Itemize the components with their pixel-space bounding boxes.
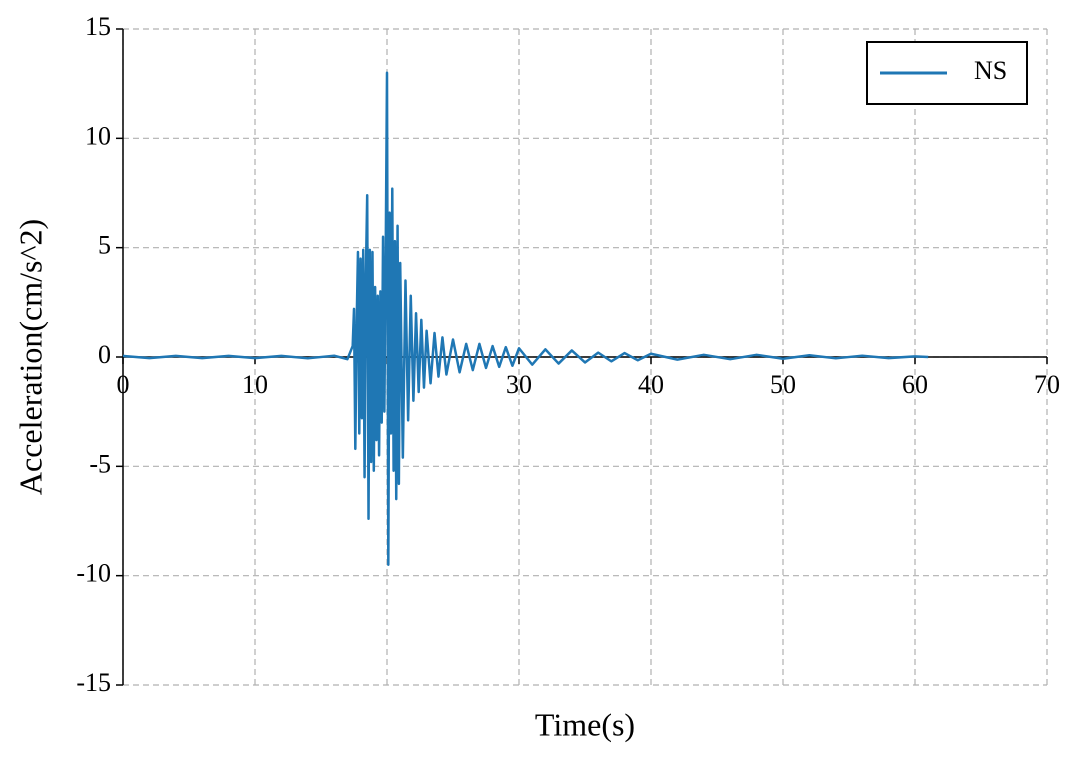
x-tick-label: 30 [506, 370, 532, 399]
x-tick-label: 10 [242, 370, 268, 399]
x-tick-label: 70 [1034, 370, 1060, 399]
x-axis-label: Time(s) [535, 706, 635, 742]
y-tick-label: -10 [76, 559, 111, 588]
x-tick-label: 60 [902, 370, 928, 399]
y-tick-label: 10 [85, 121, 111, 150]
data-line [122, 71, 929, 566]
y-tick-label: 15 [85, 12, 111, 41]
x-tick-label: 50 [770, 370, 796, 399]
y-tick-label: -15 [76, 668, 111, 697]
y-axis-label: Acceleration(cm/s^2) [12, 219, 48, 495]
y-tick-label: 5 [98, 231, 111, 260]
y-tick-label: -5 [89, 449, 111, 478]
legend-label: NS [974, 56, 1007, 85]
x-tick-label: 40 [638, 370, 664, 399]
y-tick-label: 0 [98, 340, 111, 369]
